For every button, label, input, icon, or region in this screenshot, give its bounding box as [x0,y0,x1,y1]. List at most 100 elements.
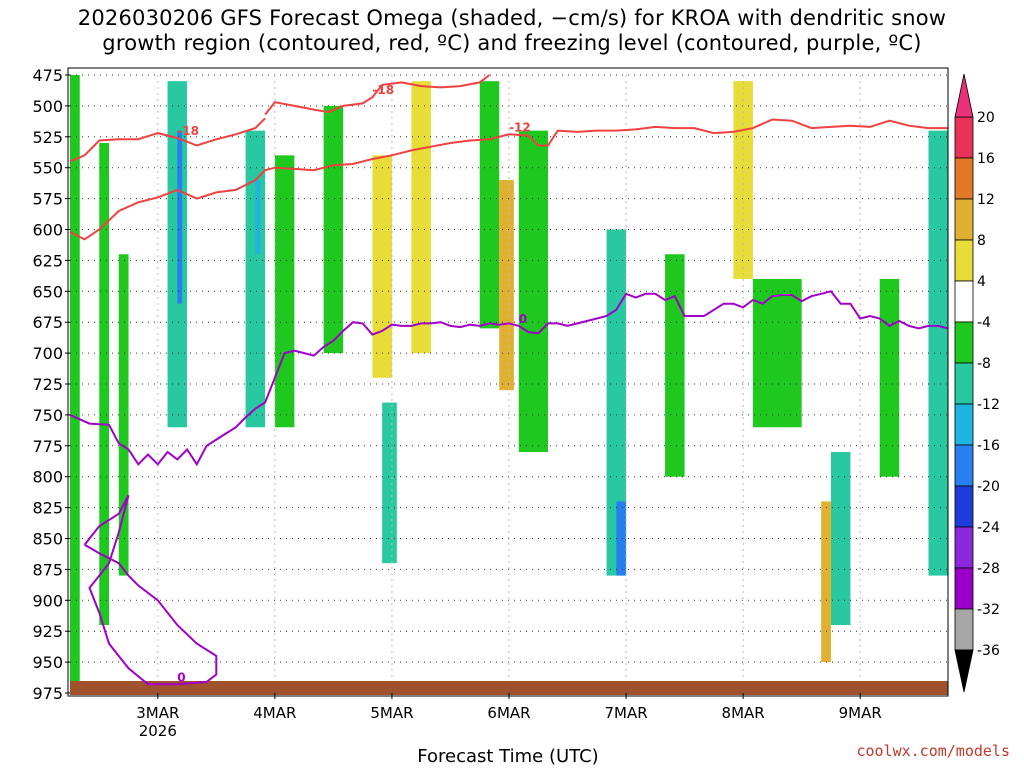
ytick-label-825: 825 [32,499,63,518]
colorbar-label-7: -12 [977,397,1000,413]
colorbar-segment-9 [954,485,974,528]
omega-cell-21 [821,501,831,663]
omega-cell-5 [245,130,266,428]
colorbar-segment-5 [954,321,974,364]
contour-label-purple_zero_lower: 0 [177,670,185,684]
omega-cell-6 [255,180,261,255]
title-line-1: 2026030206 GFS Forecast Omega (shaded, −… [77,6,947,30]
colorbar-segment-1 [954,157,974,200]
omega-cell-11 [411,81,431,354]
colorbar-label-4: 4 [977,274,986,290]
contour-label-purple_zero_main: 0 [519,312,527,326]
omega-cell-16 [616,501,627,576]
ytick-label-525: 525 [32,128,63,147]
omega-cell-13 [499,180,514,391]
colorbar: 20 16 12 8 4 -4 -8 -12 -16 -20 -24 -28 -32 -36 [954,73,1000,693]
omega-cell-12 [479,81,500,329]
colorbar-bottom-arrow [954,649,974,693]
omega-cell-1 [99,142,110,626]
contour-red_minus12_upper [69,118,948,241]
xtick-label-6MAR: 6MAR [487,704,530,722]
colorbar-label-12: -32 [977,602,1000,618]
omega-cell-10 [382,402,397,564]
xtick-label-4MAR: 4MAR [253,704,296,722]
chart-title: 2026030206 GFS Forecast Omega (shaded, −… [0,6,1024,56]
xtick-year-label: 2026 [139,722,177,740]
colorbar-segment-2 [954,198,974,241]
colorbar-label-1: 16 [977,151,995,167]
colorbar-segment-4 [954,280,974,323]
colorbar-top-arrow [954,73,974,118]
ytick-label-750: 750 [32,406,63,425]
ytick-label-775: 775 [32,437,63,456]
ytick-label-800: 800 [32,468,63,487]
colorbar-label-6: -8 [977,356,991,372]
omega-cell-9 [372,155,392,378]
ytick-label-650: 650 [32,282,63,301]
ytick-label-575: 575 [32,190,63,209]
colorbar-label-13: -36 [977,643,1000,659]
omega-cell-2 [118,254,129,576]
contour-purple_zero_main [69,290,949,467]
y-axis: 475 500 525 550 575 600 625 650 675 700 725 750 775 8… [32,66,70,703]
ytick-label-600: 600 [32,221,63,240]
terrain-surface-band [70,681,948,695]
ytick-label-475: 475 [32,66,63,85]
omega-cell-7 [274,155,295,428]
omega-cell-4 [177,130,183,304]
ytick-label-700: 700 [32,344,63,363]
omega-cell-20 [830,451,851,626]
omega-cell-15 [606,229,627,576]
grid-layer [70,74,948,694]
ytick-label-950: 950 [32,653,63,672]
colorbar-label-8: -16 [977,438,1000,454]
xtick-label-8MAR: 8MAR [722,704,765,722]
colorbar-label-9: -20 [977,479,1000,495]
omega-cell-23 [928,130,948,576]
omega-cell-22 [879,278,900,477]
colorbar-label-11: -28 [977,561,1000,577]
ytick-label-850: 850 [32,530,63,549]
omega-cell-17 [665,254,685,477]
ytick-label-900: 900 [32,591,63,610]
contour-label-red_minus18: -18 [372,83,394,97]
contour-label-red_minus15: -18 [177,124,199,138]
colorbar-segment-6 [954,362,974,405]
ytick-label-725: 725 [32,375,63,394]
colorbar-label-5: -4 [977,315,991,331]
omega-cell-0 [70,75,80,693]
ytick-label-925: 925 [32,622,63,641]
colorbar-segment-8 [954,444,974,487]
contour-label-red_minus12_upper: -12 [509,120,531,134]
contour-red_minus18 [264,74,491,116]
colorbar-segment-10 [954,526,974,569]
colorbar-label-0: 20 [977,110,995,126]
colorbar-segment-11 [954,567,974,610]
colorbar-segment-7 [954,403,974,446]
x-axis-label: Forecast Time (UTC) [417,746,598,767]
x-axis: 3MAR 4MAR 5MAR 6MAR 7MAR 8MAR 9MAR 2026 [136,693,882,740]
credit-text: coolwx.com/models [856,742,1010,760]
colorbar-segment-12 [954,608,974,651]
ytick-label-500: 500 [32,97,63,116]
title-line-2: growth region (contoured, red, ºC) and f… [102,31,922,55]
colorbar-label-3: 8 [977,233,986,249]
omega-cell-14 [518,130,549,452]
xtick-label-9MAR: 9MAR [839,704,882,722]
plot-frame [67,67,949,697]
xtick-label-3MAR: 3MAR [136,704,179,722]
xtick-label-7MAR: 7MAR [604,704,647,722]
colorbar-label-2: 12 [977,192,995,208]
ytick-label-975: 975 [32,684,63,703]
colorbar-label-10: -24 [977,520,1000,536]
ytick-label-550: 550 [32,159,63,178]
contour-purple_zero_lower [83,494,218,686]
contour-layer: -18 -18 -12 0 0 [69,74,949,686]
contour-red_minus15 [69,117,266,163]
ytick-label-625: 625 [32,251,63,270]
colorbar-segment-0 [954,116,974,159]
ytick-label-675: 675 [32,313,63,332]
colorbar-segment-3 [954,239,974,282]
xtick-label-5MAR: 5MAR [370,704,413,722]
